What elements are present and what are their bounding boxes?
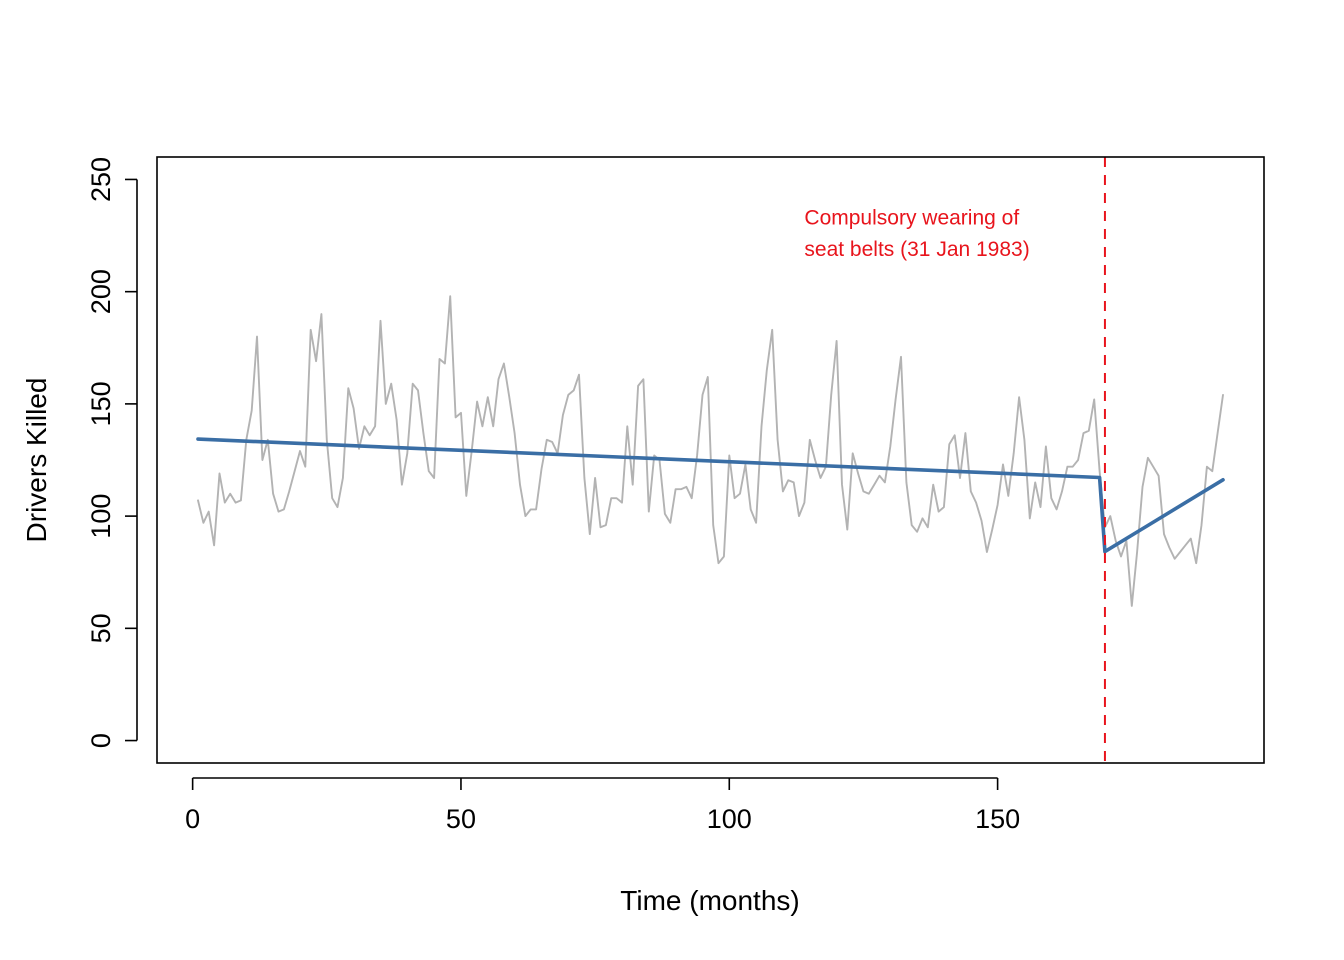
y-tick-label: 150: [86, 381, 116, 426]
y-tick-label: 200: [86, 269, 116, 314]
annotation-text-1: Compulsory wearing of: [804, 206, 1019, 229]
annotation-layer: Compulsory wearing of seat belts (31 Jan …: [804, 206, 1029, 260]
series-line-1: [197, 295, 1224, 607]
annotation-text-2: seat belts (31 Jan 1983): [804, 238, 1029, 261]
x-tick-label: 0: [185, 804, 200, 834]
y-tick-label: 250: [86, 157, 116, 202]
plot-frame: [156, 156, 1265, 764]
x-tick-label: 100: [707, 804, 752, 834]
y-tick-label: 50: [86, 613, 116, 643]
x-tick-label: 50: [446, 804, 476, 834]
x-tick-label: 150: [975, 804, 1020, 834]
y-tick-label: 0: [86, 733, 116, 748]
series-line-2: [196, 437, 1225, 554]
y-axis-title: Drivers Killed: [21, 378, 52, 543]
x-axis-title: Time (months): [620, 885, 799, 916]
axes-layer: 0 50 100 150 0 50 100 150 200 250: [86, 157, 1020, 834]
plot-layer: [196, 157, 1225, 763]
y-tick-label: 100: [86, 494, 116, 539]
